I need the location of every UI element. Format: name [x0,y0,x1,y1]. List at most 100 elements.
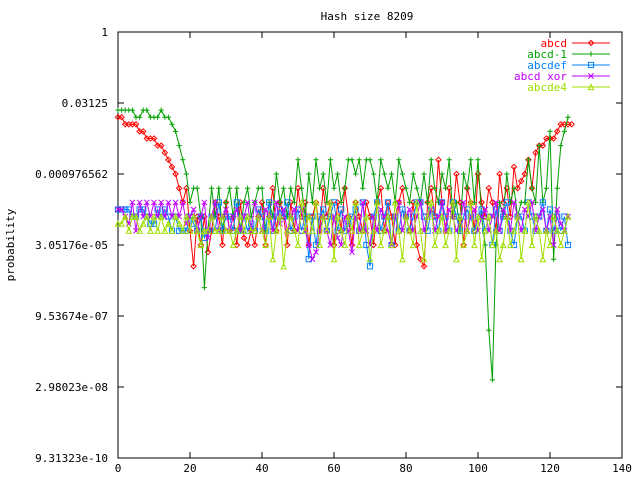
data-point [352,198,360,206]
data-point [460,241,468,249]
data-point [388,213,395,220]
data-point [312,198,320,206]
data-point [223,206,229,213]
data-point [396,157,402,163]
data-point [431,241,439,249]
data-point [317,185,323,191]
data-point [453,199,459,205]
data-point [521,206,528,213]
data-point [565,114,571,120]
x-tick-label: 60 [327,462,340,475]
data-point [114,219,122,227]
data-point [381,171,387,177]
data-point [169,121,175,127]
data-point [151,199,157,206]
data-point [402,212,410,220]
data-point [193,227,201,234]
data-point [158,199,165,206]
data-point [496,170,503,178]
data-point [536,143,542,149]
data-point [521,170,529,178]
data-point [272,227,280,234]
data-point [305,242,312,248]
data-point [150,135,158,142]
data-point [216,185,222,191]
data-point [223,199,229,205]
data-point [161,149,169,157]
data-point [258,199,266,206]
data-point [258,227,266,234]
data-point [492,227,500,234]
data-point [478,206,485,213]
data-point [535,227,543,234]
data-point [334,212,342,220]
data-point [416,227,424,234]
data-point [425,199,431,205]
data-point [294,184,302,192]
data-point [327,157,333,163]
data-point [345,220,352,227]
data-point [468,157,474,163]
data-point [399,184,406,192]
data-point [230,213,237,220]
data-point [330,255,338,263]
legend-label: abcd-1 [527,48,567,61]
data-point [553,227,561,234]
data-point [564,212,572,220]
data-point [360,185,366,191]
data-point [298,206,305,213]
y-tick-label: 9.31323e-10 [35,452,108,465]
data-point [168,227,176,234]
data-point [414,185,420,191]
data-point [420,262,428,270]
data-point [140,206,147,213]
data-point [587,61,595,69]
data-point [470,241,478,249]
data-point [506,241,514,249]
data-point [348,227,356,234]
data-point [290,227,298,234]
data-point [309,256,316,263]
legend-label: abcd [541,37,568,50]
data-point [507,199,513,205]
data-point [485,212,493,220]
data-point [161,206,168,213]
data-point [326,198,334,206]
data-point [269,184,277,192]
data-point [308,227,316,234]
data-point [533,199,539,205]
data-point [446,206,453,213]
data-point [377,241,385,249]
data-point [410,171,416,177]
data-point [370,227,378,234]
data-point [539,142,547,149]
data-point [154,227,162,234]
data-point [255,206,262,213]
data-point [398,255,406,263]
data-point [118,206,125,213]
data-point [384,199,392,206]
data-point [273,199,280,206]
data-point [143,199,150,206]
data-point [457,220,463,227]
x-tick-label: 100 [468,462,488,475]
data-point [453,170,460,178]
data-point [139,219,147,227]
data-point [309,199,315,205]
data-point [324,199,330,205]
data-point [427,184,435,192]
data-point [367,157,373,163]
data-point [172,170,179,178]
data-point [244,212,252,220]
data-point [316,241,324,249]
data-point [136,227,144,234]
data-point [276,212,284,220]
data-point [362,212,370,220]
data-point [449,198,457,206]
data-point [183,171,189,177]
y-axis: 1 0.03125 0.000976562 3.05176e-05 9.53674e-0… [35,26,622,465]
data-point [295,157,301,163]
data-point [165,156,172,164]
data-point [305,256,312,263]
data-point [417,255,424,263]
